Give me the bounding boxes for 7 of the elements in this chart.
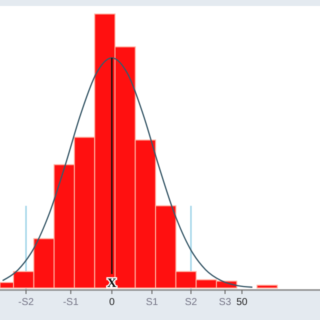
x-tick-label: 50 [236,297,248,308]
x-tick-label: 0 [109,297,116,308]
x-tick-label: -S1 [62,297,79,308]
x-tick-label: S1 [146,297,158,308]
x-tick-label: -S2 [18,297,34,308]
x-tick-label: S3 [218,297,232,308]
x-tick-label: S2 [184,297,198,308]
